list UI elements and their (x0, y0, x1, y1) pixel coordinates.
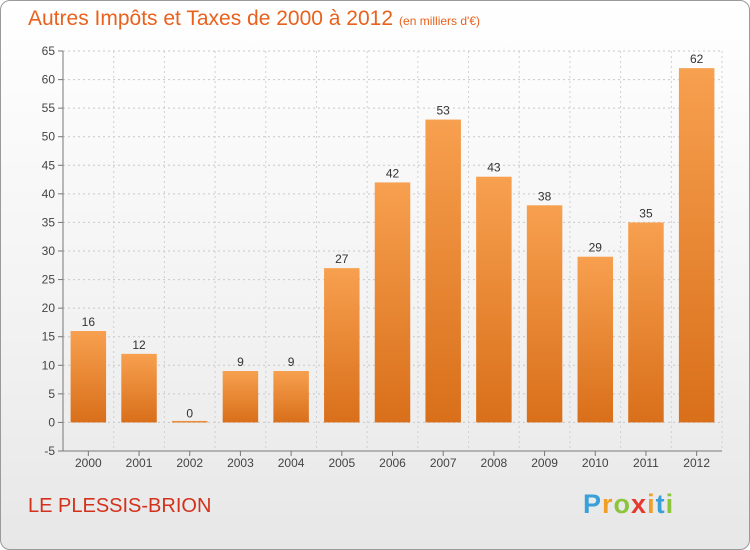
y-tick-label: 15 (42, 330, 56, 344)
bars (70, 68, 715, 423)
y-tick-label: 60 (42, 73, 56, 87)
y-tick-label: 40 (42, 187, 56, 201)
bar (678, 68, 715, 423)
axes (58, 50, 722, 456)
y-tick-label: 35 (42, 215, 56, 229)
bar (476, 176, 512, 423)
y-tick-label: 55 (42, 101, 56, 115)
logo-letter: P (583, 489, 603, 519)
commune-name: LE PLESSIS-BRION (28, 495, 212, 517)
x-tick-label: 2005 (328, 456, 355, 470)
logo-letter: i (647, 489, 656, 519)
bar (628, 222, 664, 423)
bar (526, 205, 563, 423)
y-tick-label: 20 (42, 301, 56, 315)
bar (171, 420, 208, 423)
bar-value-label: 43 (487, 161, 501, 175)
logo-letter: r (602, 489, 614, 519)
bar (374, 182, 411, 423)
chart-title-text: Autres Impôts et Taxes de 2000 à 2012 (28, 7, 394, 30)
y-tick-label: 50 (42, 130, 56, 144)
bar-value-label: 29 (589, 241, 603, 255)
x-tick-label: 2001 (126, 456, 153, 470)
x-tick-label: 2003 (227, 456, 254, 470)
x-tick-label: 2004 (278, 456, 305, 470)
labels: -5 0 5 10 15 20 25 30 35 40 45 50 55 60 65 16 2000 12 2001… (42, 44, 711, 470)
bar (425, 119, 461, 423)
bar (273, 371, 309, 423)
y-tick-label: 45 (42, 158, 56, 172)
bar-value-label: 38 (538, 189, 552, 203)
bar-value-label: 53 (437, 104, 451, 118)
y-tick-label: 65 (42, 44, 56, 58)
bar (324, 268, 360, 423)
y-tick-label: 0 (48, 415, 55, 429)
grid-lines (62, 50, 723, 452)
x-tick-label: 2002 (176, 456, 203, 470)
bar (222, 371, 259, 423)
bar (70, 331, 107, 423)
bar (121, 353, 157, 423)
chart-subtitle: (en milliers d'€) (399, 14, 481, 28)
bar-value-label: 35 (639, 206, 653, 220)
bar-value-label: 27 (335, 252, 349, 266)
bar-value-label: 12 (132, 338, 146, 352)
x-tick-label: 2007 (430, 456, 457, 470)
bar-value-label: 16 (82, 315, 96, 329)
logo-letter: o (613, 489, 632, 519)
y-tick-label: 10 (42, 358, 56, 372)
y-tick-label: 30 (42, 244, 56, 258)
chart-title: Autres Impôts et Taxes de 2000 à 2012 (en… (28, 7, 480, 31)
logo-letter: t (655, 489, 666, 519)
logo-letter: x (631, 489, 648, 519)
bar (577, 256, 614, 423)
bar-value-label: 62 (690, 52, 704, 66)
x-tick-label: 2006 (379, 456, 406, 470)
proxiti-logo[interactable]: Proxiti (583, 489, 674, 520)
bar-value-label: 9 (288, 355, 295, 369)
x-tick-label: 2008 (481, 456, 508, 470)
logo-letter: i (665, 489, 675, 519)
x-tick-label: 2012 (683, 456, 710, 470)
x-tick-label: 2009 (531, 456, 558, 470)
bar-value-label: 9 (237, 355, 244, 369)
y-tick-label: 25 (42, 273, 56, 287)
bar-value-label: 0 (186, 406, 193, 420)
y-tick-label: 5 (48, 387, 55, 401)
x-tick-label: 2000 (75, 456, 102, 470)
bar-value-label: 42 (386, 166, 400, 180)
x-tick-label: 2011 (633, 456, 659, 470)
x-tick-label: 2010 (582, 456, 609, 470)
y-tick-label: -5 (44, 444, 55, 458)
